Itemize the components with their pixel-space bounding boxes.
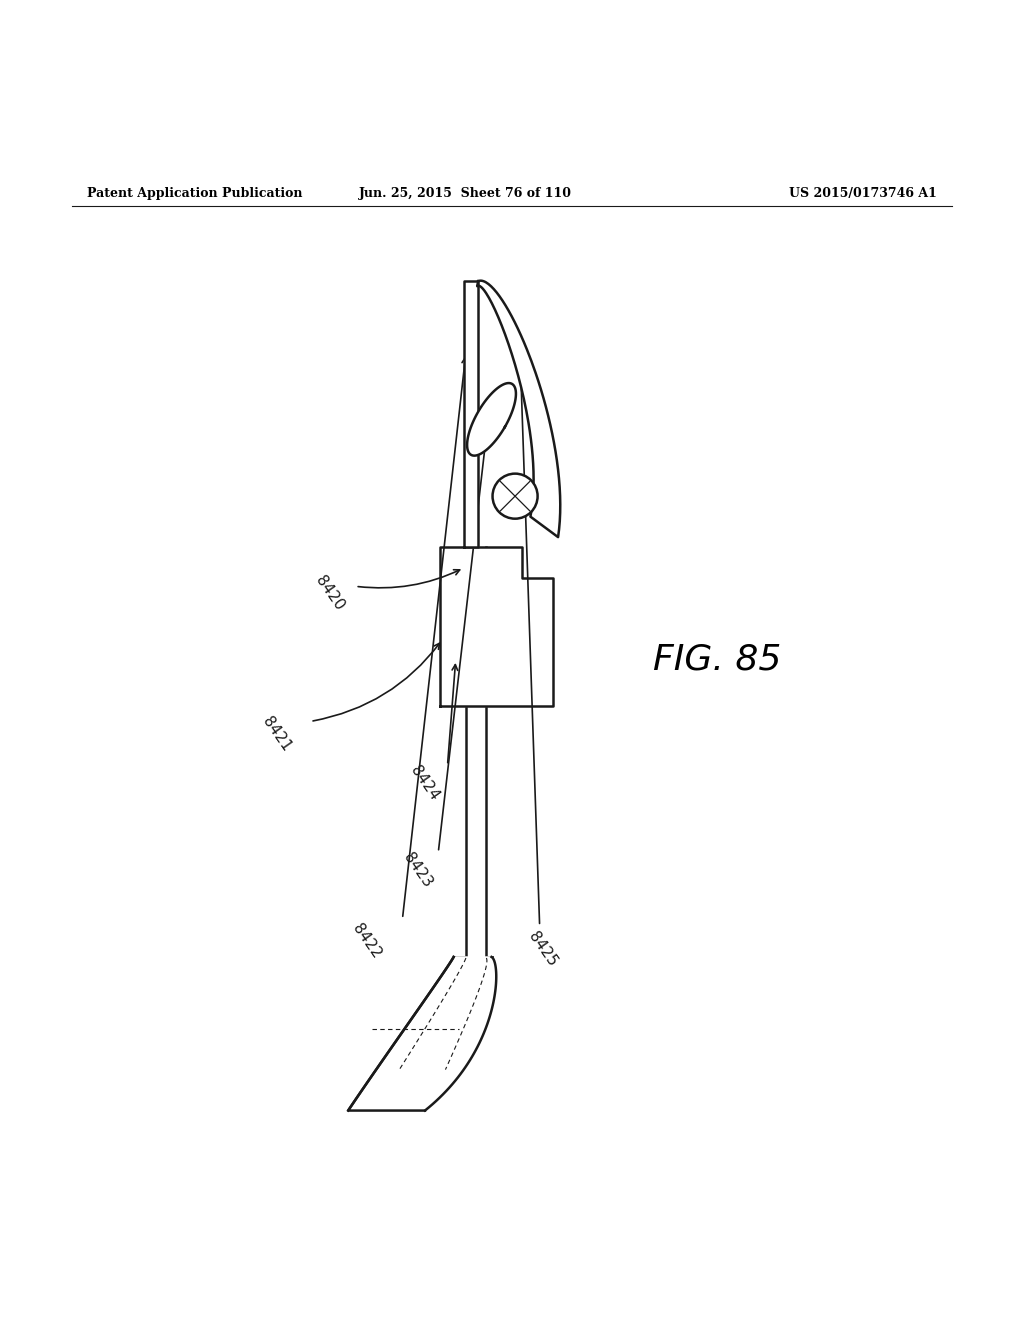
- Text: FIG. 85: FIG. 85: [652, 643, 781, 677]
- Polygon shape: [440, 548, 553, 706]
- Text: 8425: 8425: [525, 929, 560, 969]
- Text: 8422: 8422: [349, 921, 384, 962]
- Polygon shape: [467, 383, 516, 455]
- Text: Jun. 25, 2015  Sheet 76 of 110: Jun. 25, 2015 Sheet 76 of 110: [359, 186, 572, 199]
- Polygon shape: [348, 957, 497, 1110]
- Polygon shape: [477, 281, 560, 537]
- Text: Patent Application Publication: Patent Application Publication: [87, 186, 302, 199]
- Text: 8423: 8423: [400, 850, 435, 890]
- Text: US 2015/0173746 A1: US 2015/0173746 A1: [790, 186, 937, 199]
- Circle shape: [493, 474, 538, 519]
- Text: 8424: 8424: [408, 763, 442, 803]
- Polygon shape: [464, 281, 478, 548]
- Text: 8421: 8421: [259, 714, 294, 754]
- Text: 8420: 8420: [312, 573, 347, 614]
